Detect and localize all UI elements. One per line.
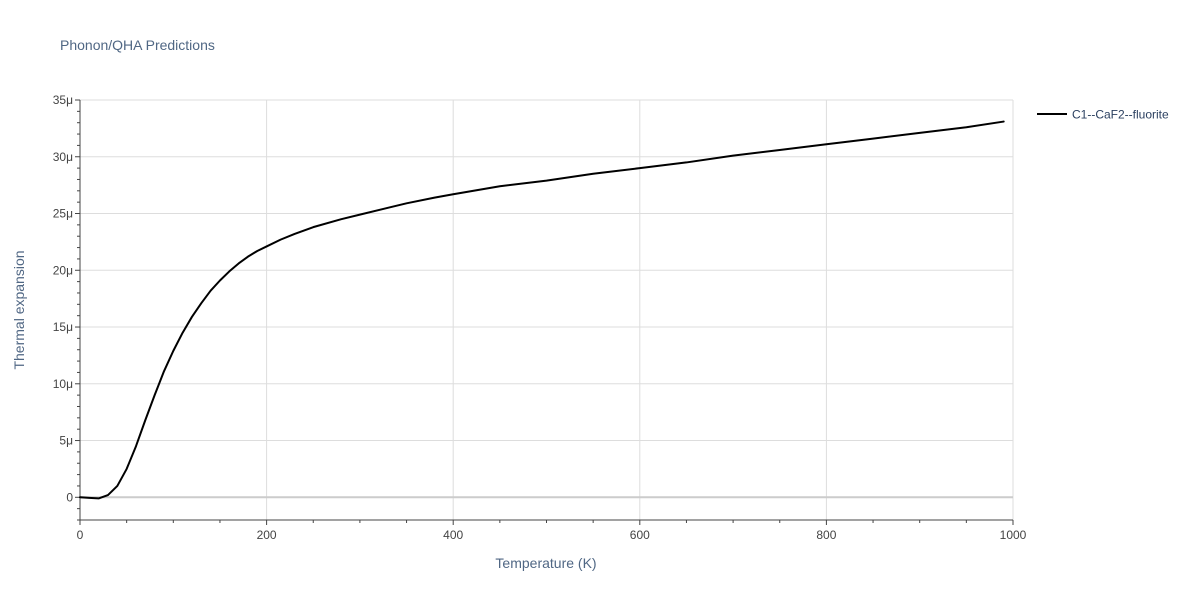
x-axis-title: Temperature (K) <box>495 555 596 571</box>
grid <box>80 99 1014 520</box>
x-tick-label: 0 <box>77 528 84 542</box>
series-layer <box>79 120 1005 500</box>
y-tick-label: 20μ <box>53 263 73 277</box>
x-tick-label: 400 <box>443 528 463 542</box>
legend-label-c1-caf2-fluorite: C1--CaF2--fluorite <box>1072 108 1169 122</box>
x-tick-label: 200 <box>257 528 277 542</box>
y-tick-label: 10μ <box>53 377 73 391</box>
y-axis-title: Thermal expansion <box>11 250 27 369</box>
series-line-c1-caf2-fluorite[interactable] <box>79 120 1005 500</box>
tick-labels: 0 200 400 600 800 1000 0 5μ 10μ 15μ 20μ 25μ 30μ 35μ <box>53 93 1027 542</box>
axes <box>75 99 1014 525</box>
legend[interactable]: C1--CaF2--fluorite <box>1037 108 1169 122</box>
y-tick-label: 0 <box>66 490 73 504</box>
y-tick-label: 25μ <box>53 207 73 221</box>
x-tick-label: 600 <box>630 528 650 542</box>
y-tick-label: 35μ <box>53 93 73 107</box>
chart-title: Phonon/QHA Predictions <box>60 37 215 53</box>
y-tick-label: 5μ <box>59 434 73 448</box>
x-tick-label: 800 <box>816 528 836 542</box>
x-tick-label: 1000 <box>1000 528 1027 542</box>
y-tick-label: 15μ <box>53 320 73 334</box>
y-tick-label: 30μ <box>53 150 73 164</box>
